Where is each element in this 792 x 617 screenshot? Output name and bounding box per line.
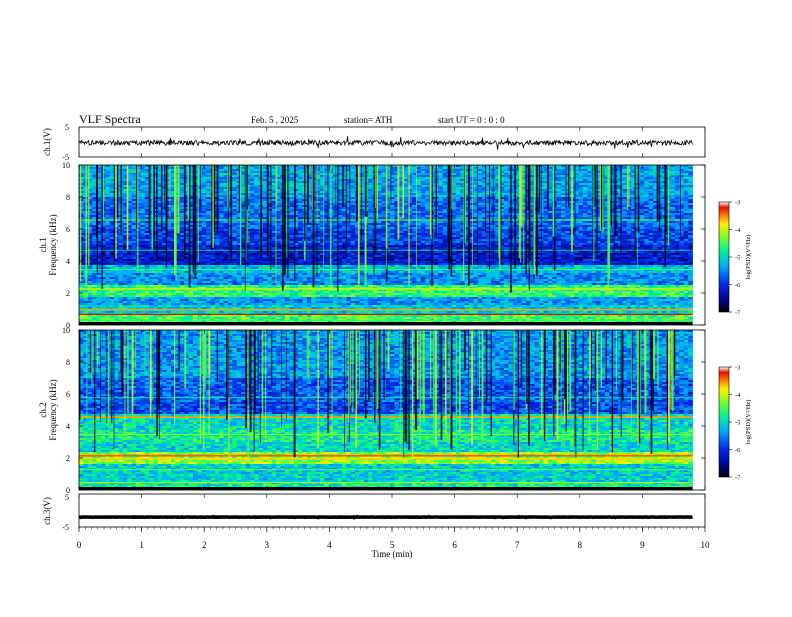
ch1-waveform-line (79, 136, 692, 150)
ch1-spectrogram-image (79, 165, 693, 325)
figure-title: VLF Spectra (79, 112, 141, 126)
ch1-ytick-top: 5 (65, 123, 69, 132)
ch1-ylabel: ch.1(V) (42, 128, 52, 156)
vlf-figure: VLF Spectra Feb. 5 , 2025 station= ATH s… (0, 0, 792, 612)
date-label: Feb. 5 , 2025 (251, 115, 299, 125)
station-label: station= ATH (344, 115, 393, 125)
start-time-label: start UT = 0 : 0 : 0 (438, 115, 505, 125)
